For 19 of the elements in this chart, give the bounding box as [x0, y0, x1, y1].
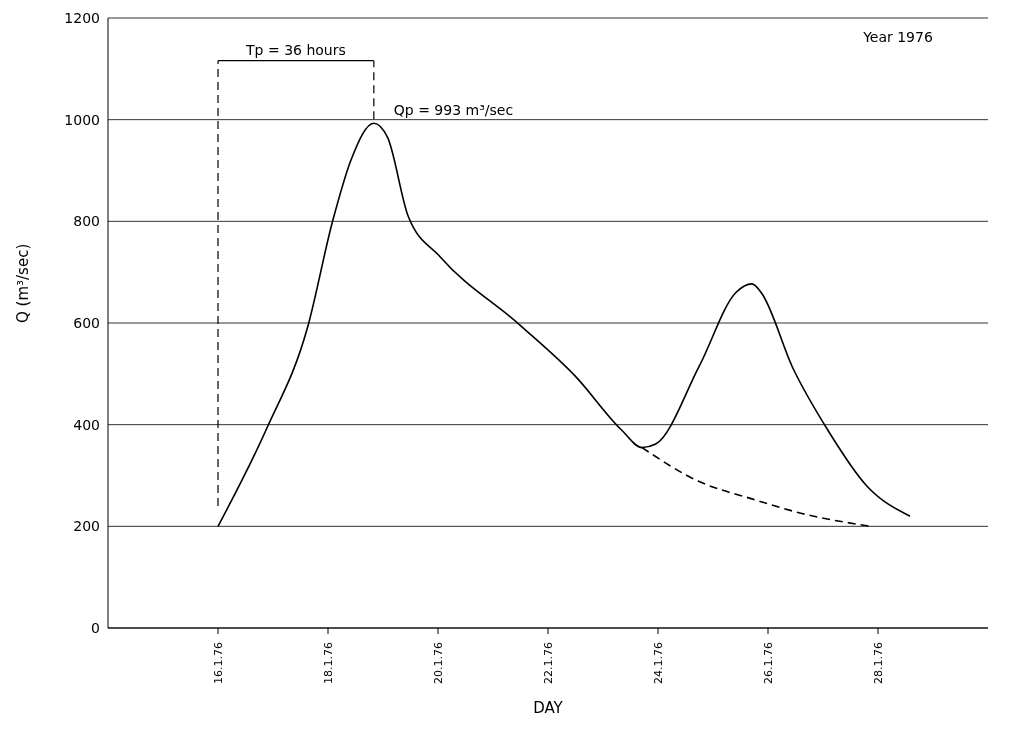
y-tick-label: 200: [73, 518, 100, 535]
y-tick-label: 1200: [64, 9, 100, 26]
x-tick-label: 18.1.76: [321, 642, 335, 684]
y-tick-label: 600: [73, 314, 100, 331]
x-tick-label: 28.1.76: [871, 642, 885, 684]
x-tick-label: 20.1.76: [431, 642, 445, 684]
y-tick-label: 800: [73, 213, 100, 230]
y-tick-label: 400: [73, 416, 100, 433]
y-axis-title: Q (m³/sec): [14, 243, 33, 323]
x-tick-label: 26.1.76: [761, 642, 775, 684]
x-tick-label: 22.1.76: [541, 642, 555, 684]
x-axis-title: DAY: [533, 699, 564, 717]
annotation: Qp = 993 m³/sec: [393, 102, 514, 119]
y-tick-label: 1000: [64, 111, 100, 128]
annotation: Tp = 36 hours: [245, 41, 346, 58]
y-tick-label: 0: [91, 619, 100, 636]
annotation: Year 1976: [862, 29, 933, 45]
x-tick-label: 16.1.76: [211, 642, 225, 684]
x-tick-label: 24.1.76: [651, 642, 665, 684]
